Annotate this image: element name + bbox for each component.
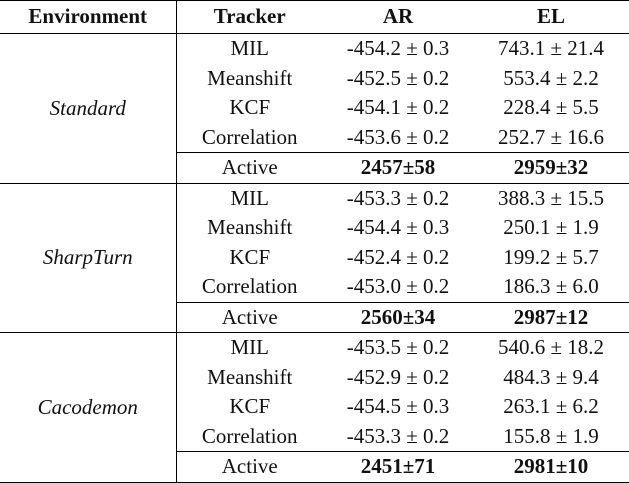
tracker-cell: Active xyxy=(176,451,323,483)
environment-sharpturn: SharpTurn xyxy=(0,183,177,333)
table-row: KCF -454.1 ± 0.2 228.4 ± 5.5 xyxy=(0,93,629,123)
table-row: Correlation -453.6 ± 0.2 252.7 ± 16.6 xyxy=(0,123,629,153)
table-row: Meanshift -452.5 ± 0.2 553.4 ± 2.2 xyxy=(0,64,629,94)
el-cell: 2987±12 xyxy=(473,301,629,333)
ar-cell: -452.5 ± 0.2 xyxy=(346,65,450,90)
el-cell: 252.7 ± 16.6 xyxy=(497,124,605,149)
el-cell: 186.3 ± 6.0 xyxy=(503,274,599,299)
ar-cell: -453.6 ± 0.2 xyxy=(346,124,450,149)
header-tracker: Tracker xyxy=(176,0,323,34)
ar-cell: -453.3 ± 0.2 xyxy=(346,185,450,210)
tracker-cell: KCF xyxy=(229,394,271,419)
ar-cell: 2560±34 xyxy=(323,301,473,333)
tracker-cell: MIL xyxy=(230,185,270,210)
table-row: Correlation -453.3 ± 0.2 155.8 ± 1.9 xyxy=(0,422,629,452)
el-cell: 743.1 ± 21.4 xyxy=(497,36,605,61)
environment-cacodemon: Cacodemon xyxy=(0,332,177,483)
tracker-cell: Meanshift xyxy=(207,364,293,389)
ar-cell: -452.4 ± 0.2 xyxy=(346,244,450,269)
table-row-active: Active 2560±34 2987±12 xyxy=(0,301,629,333)
el-cell: 199.2 ± 5.7 xyxy=(503,244,599,269)
table-row: KCF -452.4 ± 0.2 199.2 ± 5.7 xyxy=(0,243,629,273)
el-cell: 263.1 ± 6.2 xyxy=(503,394,599,419)
table-row: Standard MIL -454.2 ± 0.3 743.1 ± 21.4 xyxy=(0,33,629,184)
el-cell: 540.6 ± 18.2 xyxy=(497,335,605,360)
table-row: KCF -454.5 ± 0.3 263.1 ± 6.2 xyxy=(0,392,629,422)
ar-cell: -454.4 ± 0.3 xyxy=(346,215,450,240)
ar-cell: 2457±58 xyxy=(323,152,473,184)
el-cell: 2981±10 xyxy=(473,451,629,483)
environment-standard: Standard xyxy=(0,33,177,184)
header-row: Environment Tracker AR EL xyxy=(0,0,629,34)
tracker-cell: Meanshift xyxy=(207,65,293,90)
el-cell: 484.3 ± 9.4 xyxy=(503,364,599,389)
header-ar: AR xyxy=(323,0,473,34)
tracker-cell: KCF xyxy=(229,95,271,120)
table-row-active: Active 2451±71 2981±10 xyxy=(0,451,629,483)
tracker-cell: Correlation xyxy=(201,274,298,299)
el-cell: 388.3 ± 15.5 xyxy=(497,185,605,210)
ar-cell: -454.5 ± 0.3 xyxy=(346,394,450,419)
tracker-cell: Active xyxy=(176,301,323,333)
ar-cell: -453.0 ± 0.2 xyxy=(346,274,450,299)
table-row: Meanshift -454.4 ± 0.3 250.1 ± 1.9 xyxy=(0,213,629,243)
table-row: Correlation -453.0 ± 0.2 186.3 ± 6.0 xyxy=(0,272,629,302)
tracker-cell: Correlation xyxy=(201,423,298,448)
tracker-cell: KCF xyxy=(229,244,271,269)
ar-cell: 2451±71 xyxy=(323,451,473,483)
table-row: SharpTurn MIL -453.3 ± 0.2 388.3 ± 15.5 xyxy=(0,183,629,333)
header-environment: Environment xyxy=(0,0,177,34)
el-cell: 250.1 ± 1.9 xyxy=(503,215,599,240)
ar-cell: -453.3 ± 0.2 xyxy=(346,423,450,448)
tracker-cell: Active xyxy=(176,152,323,184)
table-row: Meanshift -452.9 ± 0.2 484.3 ± 9.4 xyxy=(0,363,629,393)
ar-cell: -452.9 ± 0.2 xyxy=(346,364,450,389)
el-cell: 228.4 ± 5.5 xyxy=(503,95,599,120)
el-cell: 553.4 ± 2.2 xyxy=(503,65,599,90)
tracker-cell: Meanshift xyxy=(207,215,293,240)
table-row-active: Active 2457±58 2959±32 xyxy=(0,152,629,184)
el-cell: 2959±32 xyxy=(473,152,629,184)
tracker-cell: MIL xyxy=(230,36,270,61)
header-el: EL xyxy=(473,0,629,34)
ar-cell: -454.1 ± 0.2 xyxy=(346,95,450,120)
ar-cell: -454.2 ± 0.3 xyxy=(346,36,450,61)
ar-cell: -453.5 ± 0.2 xyxy=(346,335,450,360)
table-row: Cacodemon MIL -453.5 ± 0.2 540.6 ± 18.2 xyxy=(0,332,629,483)
tracker-cell: MIL xyxy=(230,335,270,360)
tracker-cell: Correlation xyxy=(201,124,298,149)
el-cell: 155.8 ± 1.9 xyxy=(503,423,599,448)
